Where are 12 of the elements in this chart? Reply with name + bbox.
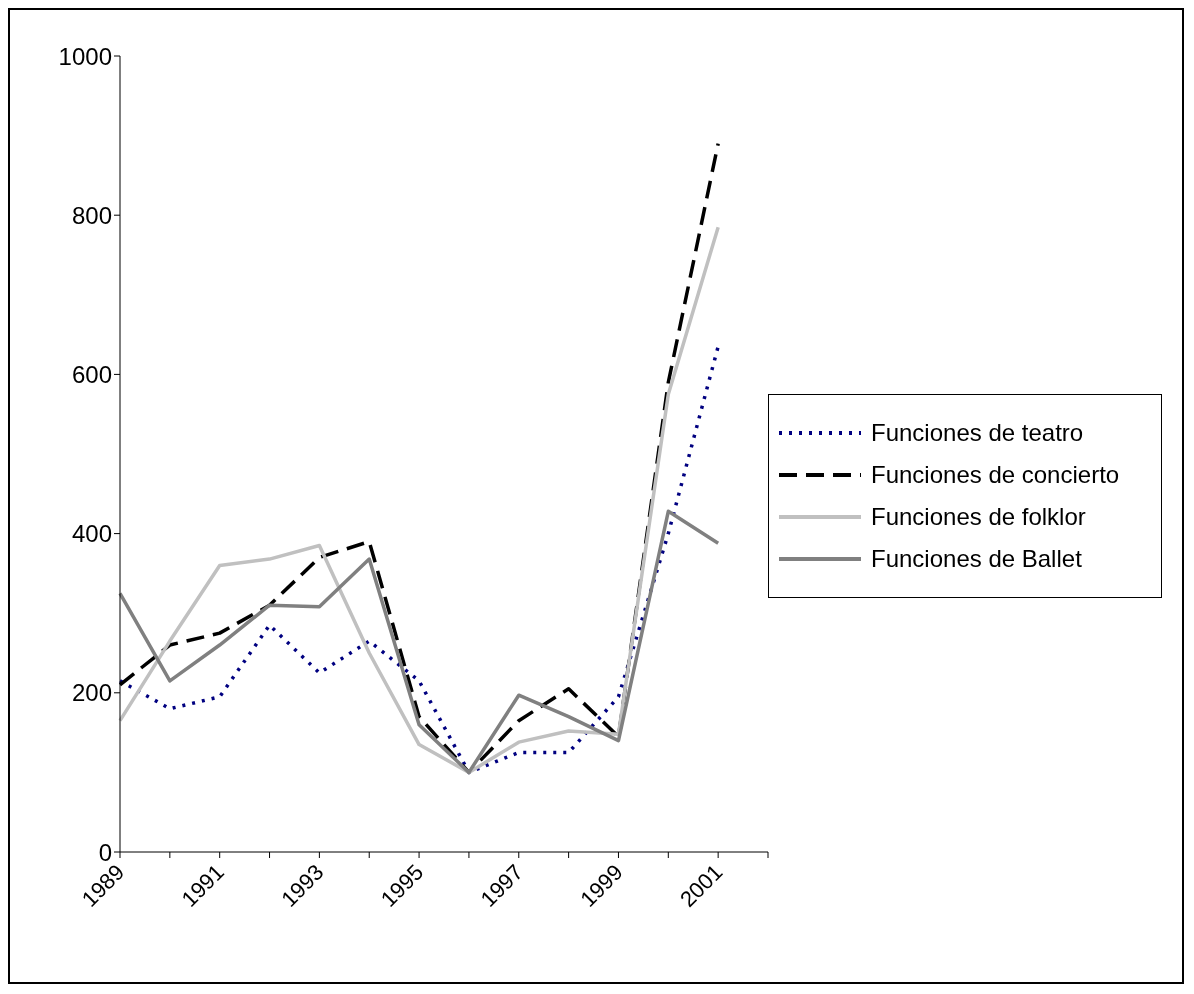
y-tick-label: 400 (71, 520, 112, 548)
y-tick-label: 600 (71, 360, 112, 388)
legend-label: Funciones de teatro (871, 419, 1084, 447)
line-series (118, 344, 720, 775)
y-tick-label: 1000 (58, 42, 112, 70)
y-tick-label: 800 (71, 201, 112, 229)
legend-label: Funciones de Ballet (871, 545, 1082, 573)
legend-label: Funciones de folklor (871, 503, 1086, 531)
y-tick-label: 0 (98, 838, 112, 866)
y-tick-label: 200 (71, 679, 112, 707)
legend-label: Funciones de concierto (871, 461, 1120, 489)
line-series (118, 509, 720, 775)
